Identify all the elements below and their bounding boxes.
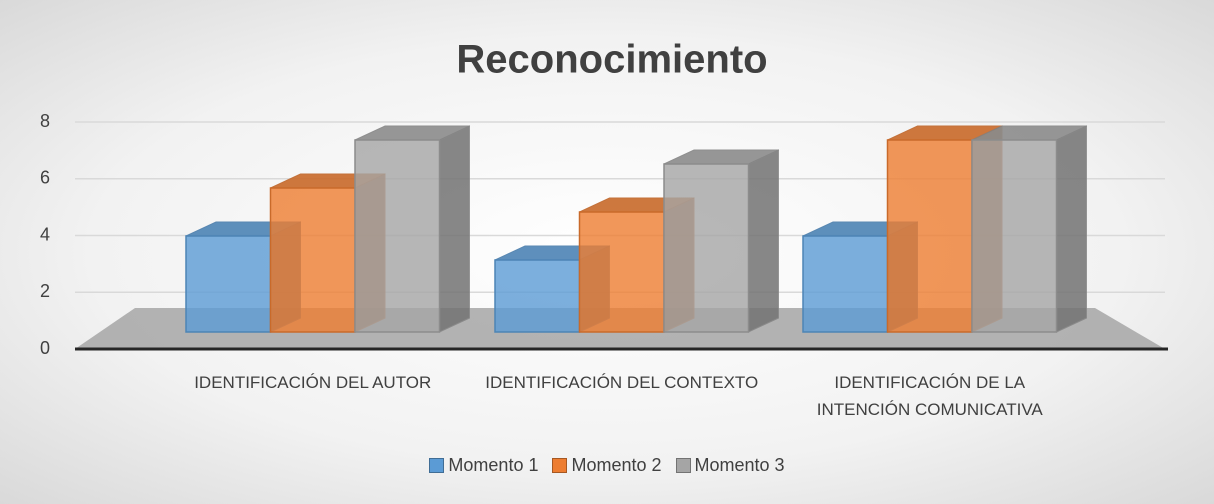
legend-label: Momento 2 bbox=[571, 455, 662, 475]
bar bbox=[663, 163, 750, 333]
bar-side bbox=[439, 125, 470, 333]
legend-item: Momento 2 bbox=[552, 455, 662, 476]
chart-title: Reconocimiento bbox=[456, 38, 767, 82]
bar bbox=[971, 139, 1058, 333]
x-tick-label: IDENTIFICACIÓN DE LA INTENCIÓN COMUNICAT… bbox=[816, 373, 1043, 419]
bar bbox=[578, 211, 665, 333]
bar-side bbox=[748, 149, 779, 333]
bar bbox=[354, 139, 441, 333]
bar-side bbox=[1056, 125, 1087, 333]
y-tick-label: 4 bbox=[40, 224, 50, 244]
legend-swatch bbox=[552, 458, 568, 473]
legend-label: Momento 1 bbox=[448, 455, 539, 475]
bar bbox=[185, 235, 272, 333]
y-tick-label: 6 bbox=[40, 168, 50, 188]
x-tick-label: IDENTIFICACIÓN DEL AUTOR bbox=[194, 373, 432, 392]
y-tick-label: 8 bbox=[40, 111, 50, 131]
legend-label: Momento 3 bbox=[694, 455, 785, 475]
legend-swatch bbox=[429, 458, 445, 473]
y-tick-label: 2 bbox=[40, 281, 50, 301]
x-tick-label: IDENTIFICACIÓN DEL CONTEXTO bbox=[485, 373, 759, 392]
bar bbox=[269, 187, 356, 333]
bar bbox=[494, 259, 581, 333]
y-tick-label: 0 bbox=[40, 338, 50, 358]
bar bbox=[886, 139, 973, 333]
legend-item: Momento 1 bbox=[429, 455, 538, 476]
legend-item: Momento 3 bbox=[675, 455, 785, 476]
bar bbox=[802, 235, 889, 333]
legend-swatch bbox=[675, 458, 691, 473]
legend: Momento 1 Momento 2 Momento 3 bbox=[0, 455, 1214, 476]
